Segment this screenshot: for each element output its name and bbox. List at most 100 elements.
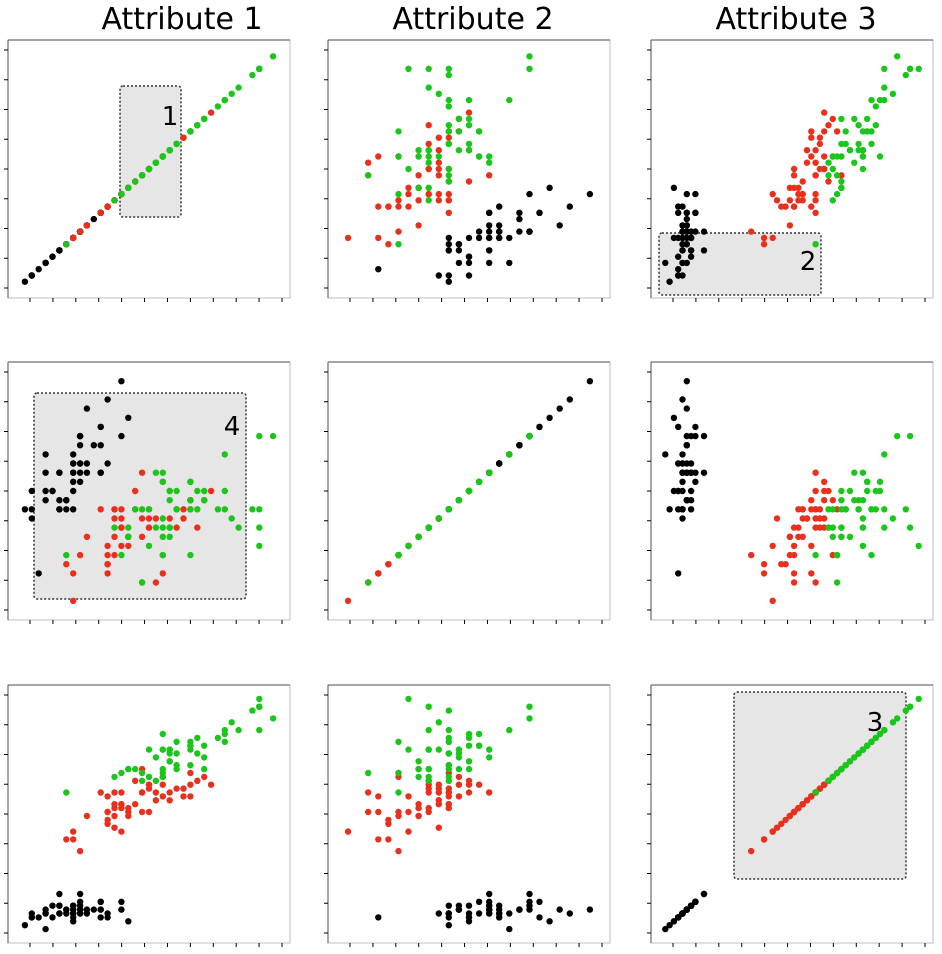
point-class-3 (445, 96, 452, 104)
point-class-1 (486, 890, 493, 898)
point-class-2 (111, 506, 118, 513)
panel-r2-c1: 4 (4, 361, 291, 624)
point-class-2 (104, 793, 111, 800)
point-class-1 (546, 184, 553, 191)
point-class-3 (145, 746, 153, 753)
point-class-1 (445, 272, 452, 279)
point-class-3 (152, 777, 160, 784)
point-class-1 (526, 902, 533, 909)
point-class-1 (675, 570, 682, 577)
point-class-2 (799, 197, 806, 204)
point-class-3 (159, 524, 166, 531)
selection-label: 1 (162, 102, 179, 132)
point-class-2 (180, 134, 187, 141)
point-class-3 (187, 128, 194, 135)
point-class-3 (445, 140, 452, 148)
point-class-1 (70, 451, 77, 458)
point-class-2 (104, 808, 111, 816)
point-class-2 (83, 812, 91, 820)
point-class-1 (465, 253, 473, 260)
point-class-3 (876, 730, 884, 738)
point-class-1 (536, 898, 543, 905)
selection-box[interactable] (658, 232, 822, 296)
point-class-1 (49, 253, 56, 260)
point-class-3 (859, 746, 867, 753)
point-class-1 (516, 215, 523, 223)
point-class-1 (21, 922, 29, 929)
point-class-3 (159, 469, 166, 476)
point-class-1 (70, 902, 77, 909)
point-class-3 (465, 96, 473, 104)
point-class-2 (821, 109, 828, 116)
point-class-2 (152, 789, 160, 796)
point-class-2 (435, 797, 442, 804)
point-class-3 (235, 84, 242, 91)
point-class-1 (486, 209, 493, 216)
point-class-1 (42, 469, 49, 476)
point-class-1 (455, 906, 463, 913)
point-class-2 (808, 497, 815, 504)
point-class-1 (375, 266, 382, 273)
point-class-1 (700, 247, 708, 254)
point-class-3 (159, 533, 166, 540)
point-class-3 (825, 172, 832, 179)
point-class-2 (808, 128, 815, 135)
point-class-1 (670, 918, 678, 925)
point-class-1 (90, 215, 98, 223)
point-class-3 (838, 506, 845, 513)
point-class-1 (506, 925, 513, 933)
point-class-3 (872, 122, 879, 129)
point-class-2 (70, 836, 77, 843)
point-class-1 (700, 432, 708, 440)
point-class-2 (395, 203, 402, 210)
point-class-1 (556, 222, 563, 229)
point-class-3 (166, 758, 173, 765)
point-class-1 (666, 922, 673, 929)
point-class-3 (465, 140, 473, 148)
point-class-1 (445, 278, 452, 285)
point-class-3 (465, 147, 473, 154)
point-class-2 (145, 524, 153, 531)
point-class-2 (799, 506, 806, 513)
point-class-2 (812, 515, 819, 522)
point-class-3 (173, 506, 180, 513)
point-class-3 (445, 738, 452, 745)
point-class-2 (385, 836, 392, 843)
point-class-2 (97, 789, 104, 796)
point-class-2 (445, 209, 452, 216)
panel-r3-c1 (4, 684, 291, 947)
point-class-2 (445, 801, 452, 808)
point-class-2 (173, 524, 180, 531)
point-class-2 (344, 234, 352, 242)
point-class-3 (425, 65, 432, 73)
point-class-1 (76, 902, 84, 909)
point-class-2 (425, 165, 432, 173)
point-class-3 (132, 765, 139, 773)
point-class-1 (63, 506, 70, 513)
point-class-2 (194, 777, 201, 784)
point-class-2 (799, 178, 806, 185)
point-class-2 (395, 228, 402, 235)
point-class-2 (808, 570, 815, 577)
point-class-1 (666, 278, 673, 285)
point-class-3 (365, 769, 372, 777)
point-class-1 (28, 914, 35, 921)
point-class-3 (445, 765, 452, 773)
point-class-2 (111, 824, 118, 831)
point-class-2 (118, 789, 125, 796)
point-class-3 (145, 773, 153, 781)
point-class-3 (201, 497, 208, 504)
point-class-2 (405, 184, 412, 191)
point-class-3 (475, 742, 483, 749)
selection-box[interactable] (33, 392, 247, 600)
point-class-2 (145, 808, 153, 816)
point-class-2 (790, 542, 798, 550)
point-class-3 (864, 487, 871, 495)
point-class-1 (486, 906, 493, 913)
point-class-3 (194, 506, 201, 513)
point-class-1 (28, 272, 35, 279)
point-class-2 (180, 506, 187, 513)
point-class-2 (790, 579, 798, 586)
point-class-3 (445, 71, 452, 79)
point-class-2 (821, 781, 828, 788)
